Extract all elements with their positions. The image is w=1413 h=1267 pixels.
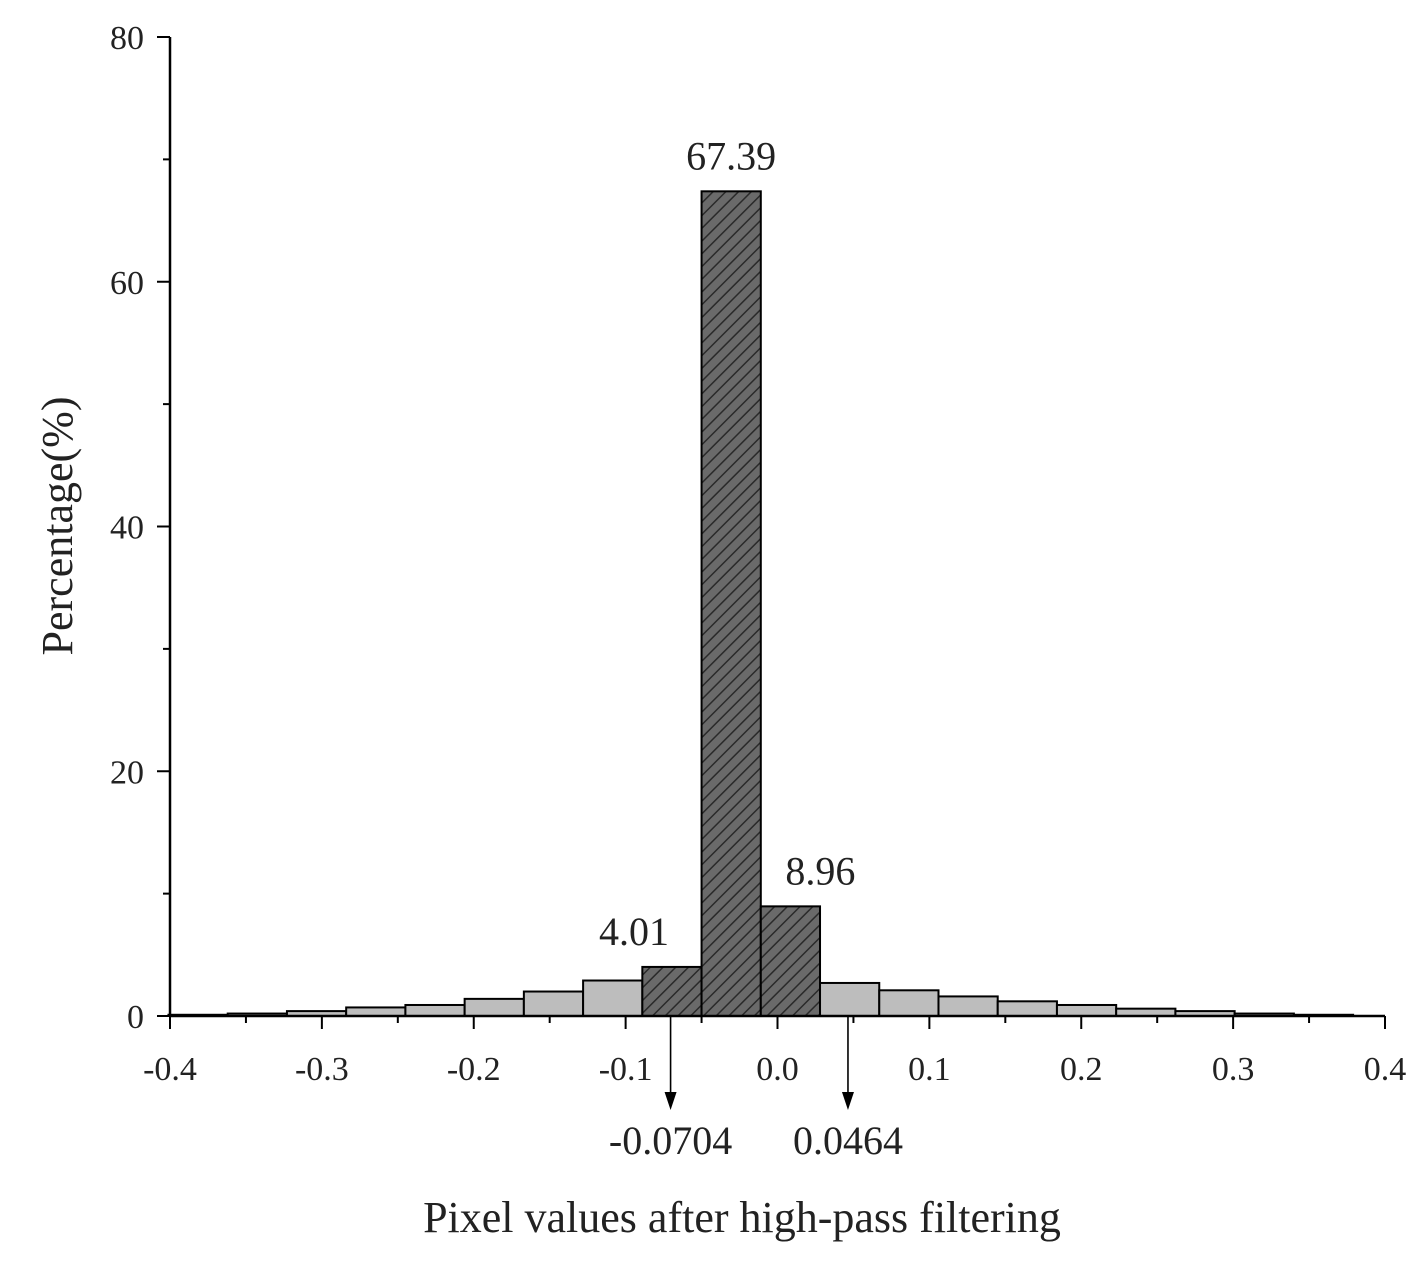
marker-arrow-head	[664, 1092, 677, 1110]
histogram-bar-10	[759, 905, 822, 1017]
x-tick-label: 0.4	[1364, 1051, 1407, 1088]
bar-value-label: 8.96	[785, 848, 855, 893]
x-tick-label: 0.2	[1060, 1051, 1103, 1088]
x-tick-label: 0.0	[756, 1051, 799, 1088]
axes-group	[168, 37, 1385, 1018]
x-tick-label: -0.3	[295, 1051, 349, 1088]
marker-value-label: 0.0464	[793, 1118, 903, 1163]
y-tick-label: 0	[127, 999, 144, 1036]
histogram-bar-14	[996, 1000, 1058, 1018]
histogram-bar-13	[937, 995, 999, 1017]
y-tick-label: 40	[110, 510, 144, 547]
histogram-bar-12	[878, 989, 940, 1018]
bars-group	[167, 190, 1355, 1018]
bar-value-label: 67.39	[686, 133, 776, 178]
histogram-bar-3	[345, 1006, 407, 1018]
y-tick-label: 60	[110, 265, 144, 302]
marker-value-label: -0.0704	[609, 1118, 732, 1163]
histogram-bar-8	[641, 965, 703, 1017]
x-axis-title: Pixel values after high-pass filtering	[423, 1193, 1061, 1242]
y-axis-title: Percentage(%)	[33, 397, 82, 656]
histogram-bar-15	[1055, 1003, 1118, 1018]
x-tick-label: -0.1	[599, 1051, 653, 1088]
markers-group: -0.0704 0.0464	[609, 1016, 903, 1163]
ticks-group: -0.4 -0.3 -0.2 -0.1 0.0 0.1 0.2 0.3 0.4 0 20 40 60 80	[110, 20, 1406, 1088]
histogram-bar-6	[522, 990, 585, 1018]
data-labels-group: 4.01 67.39 8.96	[599, 133, 855, 954]
histogram-bar-5	[463, 997, 525, 1017]
x-tick-label: 0.1	[908, 1051, 951, 1088]
marker-arrow-head	[841, 1092, 854, 1110]
bar-value-label: 4.01	[599, 909, 669, 954]
histogram-bar-11	[819, 981, 881, 1017]
x-tick-label: -0.2	[447, 1051, 501, 1088]
y-tick-label: 20	[110, 754, 144, 791]
x-tick-label: 0.3	[1212, 1051, 1255, 1088]
x-tick-label: -0.4	[143, 1051, 197, 1088]
histogram-bar-7	[582, 979, 644, 1017]
histogram-bar-9	[700, 190, 762, 1017]
histogram-bar-4	[404, 1003, 466, 1018]
y-tick-label: 80	[110, 20, 144, 57]
